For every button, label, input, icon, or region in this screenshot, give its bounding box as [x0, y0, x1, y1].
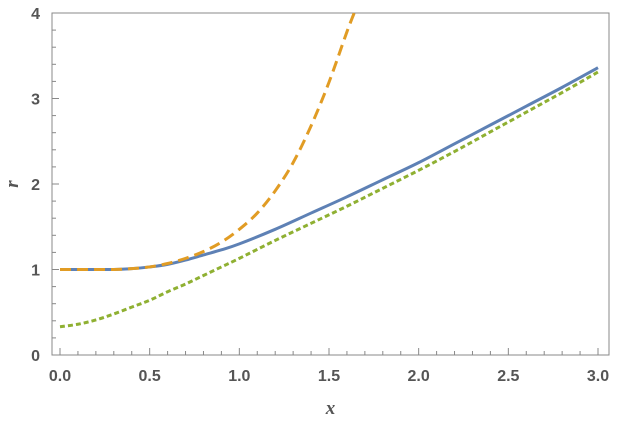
x-tick-label: 3.0 [587, 368, 609, 385]
series-line-2 [59, 13, 356, 272]
x-tick-label: 2.0 [408, 368, 430, 385]
y-axis-label: r [2, 180, 23, 188]
series-group [59, 13, 599, 329]
x-tick-label: 0.5 [139, 368, 161, 385]
series-line-1 [59, 66, 599, 272]
plot-border [51, 12, 610, 356]
x-tick-label: 1.0 [228, 368, 250, 385]
plot-frame [51, 12, 610, 356]
x-tick-label: 1.5 [318, 368, 340, 385]
y-tick-label: 4 [31, 6, 40, 23]
y-tick-label: 2 [31, 177, 40, 194]
x-tick-label: 0.0 [49, 368, 71, 385]
x-tick-label: 2.5 [497, 368, 519, 385]
y-tick-label: 3 [31, 92, 40, 109]
series-line-3 [59, 70, 599, 329]
y-axis-ticks: 0 1 2 3 4 [31, 6, 59, 365]
x-axis-ticks: 0.0 0.5 1.0 1.5 2.0 2.5 3.0 [49, 348, 609, 385]
y-tick-label: 0 [31, 348, 40, 365]
x-axis-label: x [325, 398, 336, 419]
y-tick-label: 1 [31, 263, 40, 280]
